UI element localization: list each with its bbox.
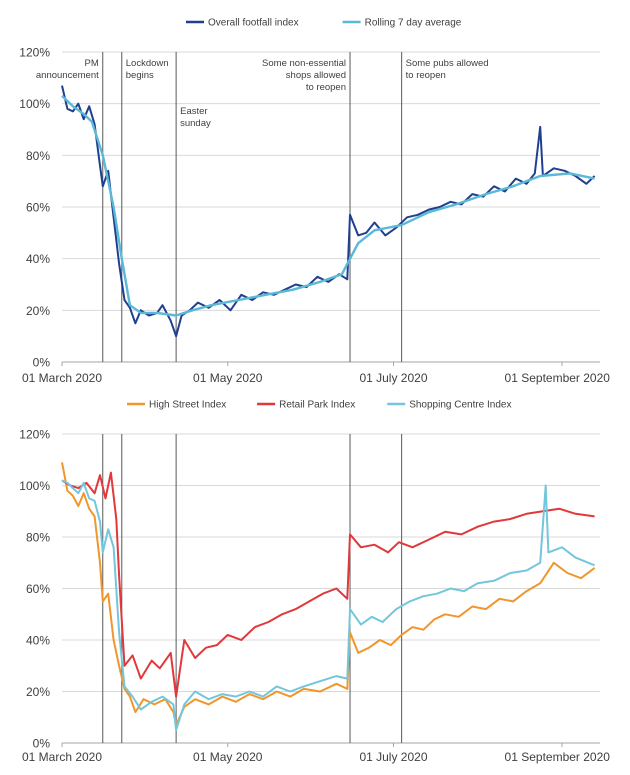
y-tick-label: 100% xyxy=(19,97,50,111)
y-tick-label: 40% xyxy=(26,252,50,266)
y-tick-label: 80% xyxy=(26,531,50,545)
y-tick-label: 120% xyxy=(19,428,50,442)
legend-item-shopping-centre-index: Shopping Centre Index xyxy=(387,400,511,411)
event-annotation: sunday xyxy=(180,118,211,129)
overall-footfall-chart: Overall footfall index Rolling 7 day aver… xyxy=(19,18,611,386)
legend-label: Shopping Centre Index xyxy=(409,400,511,411)
x-tick-label: 01 March 2020 xyxy=(22,371,102,385)
y-tick-label: 100% xyxy=(19,479,50,493)
series-line-rolling-7-day-average xyxy=(61,95,595,317)
y-tick-label: 20% xyxy=(26,685,50,699)
legend: High Street Index Retail Park Index Shoppi… xyxy=(127,400,511,411)
event-annotation: Some pubs allowed xyxy=(406,58,489,69)
series-line-shopping-centre-index xyxy=(61,479,595,732)
series-line-high-street-index xyxy=(61,462,596,726)
event-annotation: PM xyxy=(85,58,99,69)
event-annotation: announcement xyxy=(36,70,99,81)
y-tick-label: 60% xyxy=(26,582,50,596)
y-tick-label: 0% xyxy=(33,737,51,751)
y-tick-label: 120% xyxy=(19,46,50,60)
y-tick-label: 60% xyxy=(26,201,50,215)
event-annotation: Some non-essential xyxy=(262,58,346,69)
event-annotation: shops allowed xyxy=(286,70,346,81)
x-tick-label: 01 July 2020 xyxy=(359,750,427,764)
x-tick-label: 01 May 2020 xyxy=(193,371,263,385)
x-tick-label: 01 September 2020 xyxy=(505,750,611,764)
event-annotation: to reopen xyxy=(406,70,446,81)
y-tick-label: 80% xyxy=(26,149,50,163)
legend-label: Overall footfall index xyxy=(208,18,299,29)
y-tick-label: 0% xyxy=(33,356,51,370)
series-line-overall-footfall-index xyxy=(61,85,596,338)
x-tick-label: 01 May 2020 xyxy=(193,750,263,764)
y-tick-label: 40% xyxy=(26,634,50,648)
legend-item-rolling-7-day-average: Rolling 7 day average xyxy=(342,18,462,29)
event-annotation: to reopen xyxy=(306,82,346,93)
legend-item-overall-footfall-index: Overall footfall index xyxy=(186,18,299,29)
legend: Overall footfall index Rolling 7 day aver… xyxy=(186,18,462,29)
legend-label: Retail Park Index xyxy=(279,400,355,411)
event-annotation: begins xyxy=(126,70,154,81)
x-tick-label: 01 July 2020 xyxy=(359,371,427,385)
legend-item-retail-park-index: Retail Park Index xyxy=(257,400,355,411)
legend-label: High Street Index xyxy=(149,400,226,411)
x-tick-label: 01 March 2020 xyxy=(22,750,102,764)
y-tick-label: 20% xyxy=(26,304,50,318)
location-index-chart: High Street Index Retail Park Index Shoppi… xyxy=(19,400,611,765)
legend-item-high-street-index: High Street Index xyxy=(127,400,226,411)
series-line-retail-park-index xyxy=(61,471,595,698)
event-annotation: Easter xyxy=(180,106,207,117)
x-tick-label: 01 September 2020 xyxy=(505,371,611,385)
event-annotation: Lockdown xyxy=(126,58,169,69)
legend-label: Rolling 7 day average xyxy=(365,18,462,29)
